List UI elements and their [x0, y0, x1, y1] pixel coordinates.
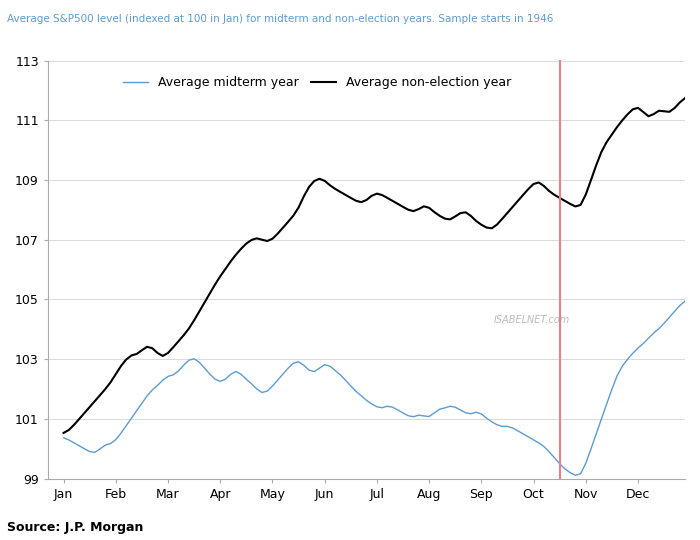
Average non-election year — [190, 317, 198, 323]
Line: Average non-election year: Average non-election year — [64, 98, 685, 433]
Average non-election year — [550, 192, 559, 198]
Average midterm year — [404, 413, 412, 419]
Average midterm year — [488, 418, 496, 425]
Average midterm year — [681, 298, 690, 305]
Average midterm year — [550, 455, 559, 461]
Text: Source: J.P. Morgan: Source: J.P. Morgan — [7, 521, 143, 534]
Line: Average midterm year: Average midterm year — [64, 301, 685, 475]
Average midterm year — [571, 472, 580, 478]
Average midterm year — [227, 371, 235, 377]
Average midterm year — [190, 355, 198, 362]
Legend: Average midterm year, Average non-election year: Average midterm year, Average non-electi… — [118, 71, 517, 94]
Average non-election year — [660, 108, 668, 114]
Average non-election year — [681, 95, 690, 102]
Average midterm year — [665, 314, 673, 321]
Text: ISABELNET.com: ISABELNET.com — [494, 315, 570, 325]
Average non-election year — [227, 258, 235, 265]
Average non-election year — [488, 225, 496, 232]
Text: Average S&P500 level (indexed at 100 in Jan) for midterm and non-election years.: Average S&P500 level (indexed at 100 in … — [7, 14, 554, 24]
Average midterm year — [60, 435, 68, 441]
Average non-election year — [404, 206, 412, 213]
Average non-election year — [60, 430, 68, 436]
